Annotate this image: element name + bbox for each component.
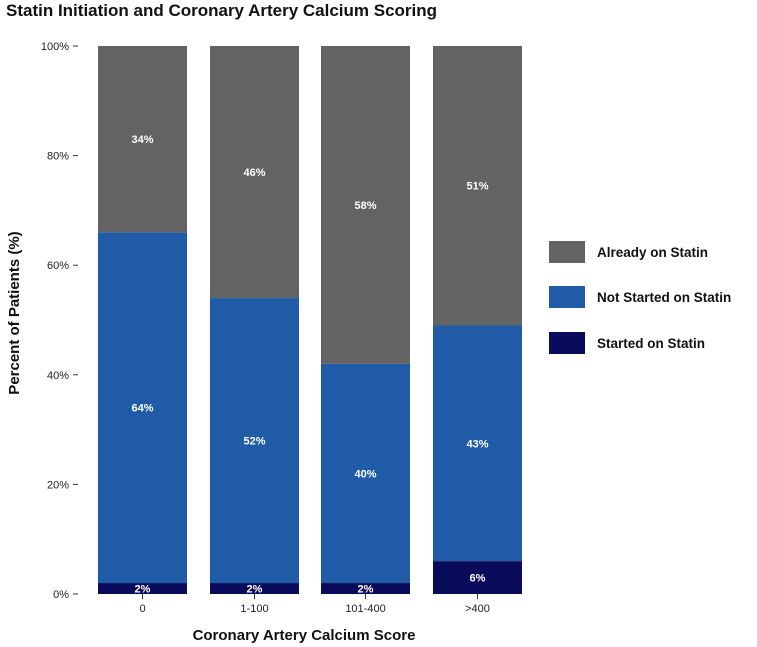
legend-swatch (549, 332, 585, 354)
chart-title: Statin Initiation and Coronary Artery Ca… (6, 1, 437, 20)
y-tick-label: 80% (47, 151, 69, 163)
x-axis: 0 1-100 101-400 >400 (139, 594, 490, 615)
bar-segment (321, 583, 410, 594)
data-label: 6% (470, 573, 486, 585)
data-label: 2% (247, 584, 263, 596)
bars: 2% 64% 34% 2% 52% 46% 2% 40% 58% 6% 43% 51% (98, 46, 522, 596)
x-axis-title: Coronary Artery Calcium Score (193, 627, 416, 644)
bar-segment (433, 325, 522, 562)
data-label: 43% (466, 438, 488, 450)
bar-segment (98, 583, 187, 594)
bar-segment (210, 583, 299, 594)
legend-label: Already on Statin (597, 245, 708, 260)
bar-segment (321, 363, 410, 584)
y-axis-title: Percent of Patients (%) (6, 231, 23, 394)
x-tick-label: 101-400 (345, 603, 385, 615)
x-tick-label: 1-100 (240, 603, 268, 615)
data-label: 52% (243, 436, 265, 448)
data-label: 46% (243, 167, 265, 179)
bar-segment (433, 46, 522, 326)
data-label: 64% (131, 403, 153, 415)
data-label: 2% (358, 584, 374, 596)
legend: Already on Statin Not Started on Statin St… (549, 241, 731, 354)
data-label: 2% (135, 584, 151, 596)
bar-segment (98, 46, 187, 233)
x-tick-label: >400 (465, 603, 490, 615)
legend-label: Not Started on Statin (597, 290, 731, 305)
y-tick-label: 40% (47, 370, 69, 382)
data-label: 51% (466, 181, 488, 193)
y-tick-label: 60% (47, 260, 69, 272)
y-axis: 0% 20% 40% 60% 80% 100% (41, 41, 78, 601)
bar-segment (210, 46, 299, 299)
y-tick-label: 0% (53, 589, 69, 601)
data-label: 34% (131, 134, 153, 146)
data-label: 40% (354, 468, 376, 480)
legend-swatch (549, 286, 585, 308)
legend-swatch (549, 241, 585, 263)
legend-label: Started on Statin (597, 336, 705, 351)
bar-segment (210, 298, 299, 584)
bar-segment (98, 232, 187, 584)
y-tick-label: 20% (47, 479, 69, 491)
data-label: 58% (354, 200, 376, 212)
x-tick-label: 0 (139, 603, 145, 615)
y-tick-label: 100% (41, 41, 69, 53)
bar-segment (433, 561, 522, 594)
bar-segment (321, 46, 410, 364)
